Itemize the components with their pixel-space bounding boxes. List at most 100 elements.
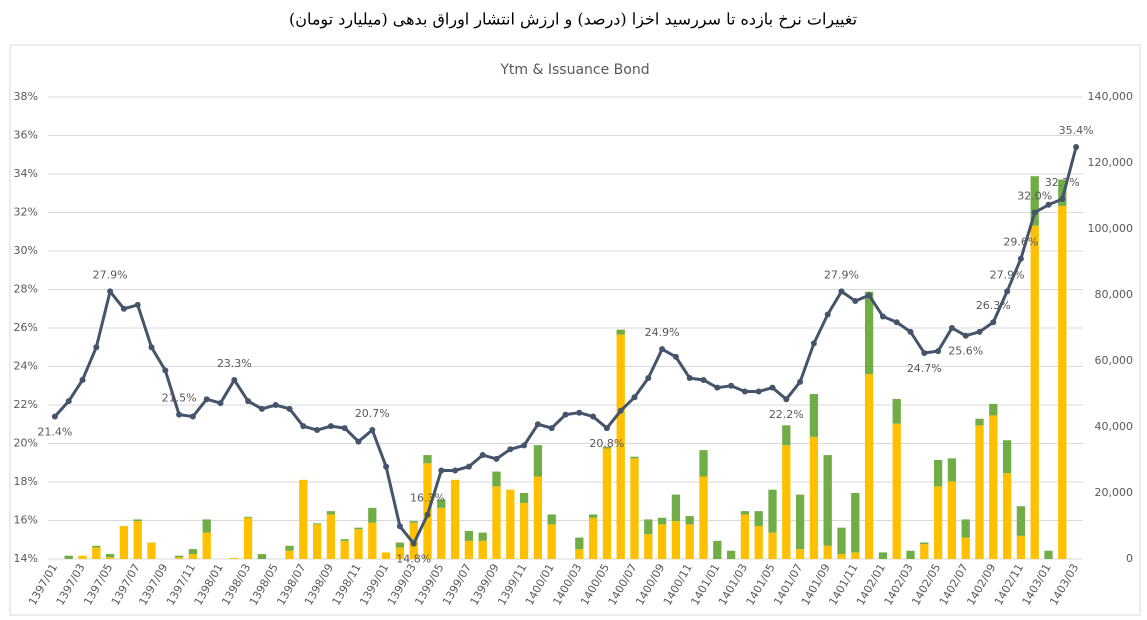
bar: [506, 489, 515, 559]
line-point: [1059, 196, 1066, 203]
y-tick-label: 32%: [14, 206, 38, 219]
bar: [547, 524, 556, 559]
bar: [630, 456, 639, 459]
y2-tick-label: 20,000: [1095, 486, 1134, 499]
line-point: [562, 411, 569, 418]
bar: [989, 415, 998, 559]
bar: [630, 458, 639, 559]
line-point: [534, 421, 541, 428]
line-point: [672, 353, 679, 360]
line-point: [962, 332, 969, 339]
bar: [354, 527, 363, 530]
bar: [450, 479, 460, 559]
y2-tick-label: 80,000: [1095, 288, 1134, 301]
bar: [1030, 225, 1039, 559]
bar: [837, 554, 846, 559]
bar: [243, 517, 253, 559]
bar: [312, 524, 322, 559]
data-label: 26.3%: [976, 299, 1011, 312]
line-point: [948, 325, 955, 331]
bar: [519, 493, 529, 503]
line-point: [700, 376, 707, 383]
bar: [657, 517, 667, 525]
line-point: [231, 376, 238, 383]
line-point: [507, 446, 514, 453]
bar: [823, 455, 832, 546]
line-point: [1045, 201, 1052, 208]
line-point: [341, 425, 348, 432]
bar: [78, 555, 87, 559]
y-tick-label: 18%: [14, 475, 38, 488]
line-point: [741, 388, 748, 395]
y-tick-label: 34%: [14, 167, 38, 180]
data-label: 27.9%: [990, 268, 1025, 281]
bar: [975, 425, 984, 559]
bar: [740, 511, 750, 515]
bar: [933, 486, 943, 559]
line-point: [590, 413, 597, 420]
bar: [437, 507, 446, 559]
line-point: [258, 405, 265, 412]
chart-subtitle: Ytm & Issuance Bond: [499, 62, 649, 78]
bar: [947, 458, 957, 482]
bar: [492, 486, 501, 559]
bar: [202, 532, 211, 559]
line-point: [921, 350, 928, 357]
line-point: [383, 463, 390, 470]
y-tick-label: 16%: [14, 514, 38, 527]
line-point: [65, 398, 72, 405]
bar: [782, 425, 791, 446]
bar: [1016, 535, 1026, 559]
line-point: [824, 311, 831, 318]
bar: [837, 527, 846, 555]
bar: [478, 532, 487, 541]
bar: [312, 523, 322, 525]
bar: [533, 445, 543, 477]
bar: [754, 526, 763, 559]
bar: [795, 549, 805, 559]
bar: [299, 479, 308, 559]
chart-title: تغییرات نرخ بازده تا سررسید اخزا (درصد) …: [289, 10, 857, 29]
bar: [644, 519, 653, 535]
bar: [685, 516, 694, 525]
bar: [616, 334, 625, 559]
line-point: [217, 400, 224, 407]
bar: [657, 524, 667, 559]
bar: [464, 540, 474, 559]
y-tick-label: 20%: [14, 437, 38, 450]
line-point: [107, 288, 114, 295]
line-point: [438, 467, 445, 474]
y-tick-label: 14%: [14, 552, 38, 565]
bar: [1044, 550, 1053, 559]
bar: [119, 526, 129, 559]
bar: [188, 554, 198, 559]
bar: [933, 460, 943, 487]
bar: [492, 471, 501, 487]
y-tick-label: 30%: [14, 244, 38, 257]
line: [53, 146, 1078, 547]
y-tick-label: 36%: [14, 129, 38, 142]
bar: [947, 481, 957, 559]
bar: [188, 549, 198, 555]
bar: [920, 544, 929, 559]
line-point: [148, 344, 155, 351]
data-label: 21.5%: [162, 392, 197, 405]
line-point: [893, 319, 900, 326]
bar: [519, 502, 529, 559]
data-label: 35.4%: [1059, 124, 1094, 137]
bar: [644, 534, 653, 559]
line-point: [976, 328, 983, 335]
bar: [464, 530, 474, 541]
bar: [174, 557, 184, 559]
bar: [92, 545, 101, 548]
bar: [340, 539, 349, 541]
line-point: [479, 452, 486, 459]
data-label: 25.6%: [948, 345, 983, 358]
line-point: [1017, 255, 1024, 262]
line-point: [631, 394, 638, 401]
bar: [920, 542, 929, 545]
line-point: [203, 396, 210, 403]
bar: [368, 507, 377, 523]
data-label: 14.8%: [396, 553, 431, 566]
